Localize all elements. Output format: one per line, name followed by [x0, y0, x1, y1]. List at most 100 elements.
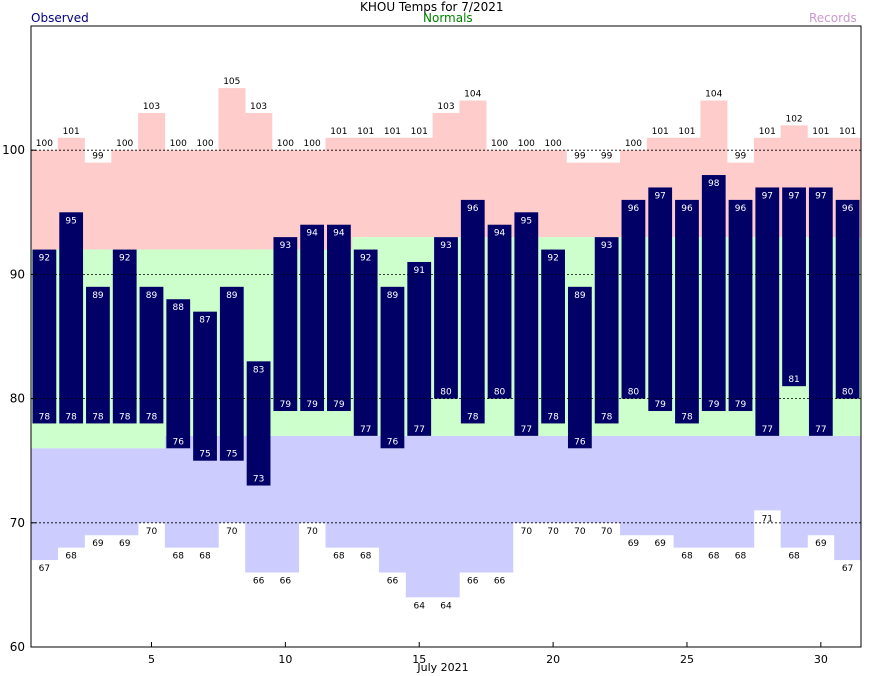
record-low-label: 69	[654, 539, 666, 549]
record-low-band	[379, 435, 407, 573]
observed-bar	[621, 199, 646, 399]
record-low-label: 69	[92, 539, 104, 549]
observed-bar	[246, 361, 271, 486]
observed-high-label: 96	[735, 204, 747, 214]
observed-high-label: 97	[762, 191, 773, 201]
record-high-band	[352, 137, 380, 238]
observed-high-label: 97	[788, 191, 799, 201]
observed-bar	[648, 187, 673, 412]
record-high-label: 100	[196, 139, 213, 149]
observed-low-label: 78	[65, 412, 77, 422]
y-tick-label: 100	[2, 143, 25, 157]
observed-low-label: 77	[413, 425, 424, 435]
observed-bar	[353, 249, 378, 436]
record-low-band	[164, 435, 192, 548]
record-high-label: 99	[601, 152, 613, 162]
observed-bar	[728, 199, 753, 412]
record-high-label: 101	[839, 127, 856, 137]
observed-bar	[755, 187, 780, 436]
record-low-label: 70	[226, 527, 238, 537]
chart-axes	[30, 25, 862, 648]
record-high-band	[539, 150, 567, 238]
record-high-band	[31, 150, 59, 250]
observed-high-label: 93	[280, 241, 291, 251]
record-low-label: 70	[306, 527, 318, 537]
record-high-label: 101	[63, 127, 80, 137]
observed-low-label: 77	[762, 425, 773, 435]
record-low-band	[271, 435, 300, 573]
observed-high-label: 95	[521, 216, 532, 226]
record-low-label: 66	[467, 576, 479, 586]
observed-bar	[273, 237, 298, 412]
x-axis-title: July 2021	[416, 661, 468, 674]
observed-bar	[808, 187, 833, 436]
observed-high-label: 98	[708, 179, 720, 189]
observed-bar	[112, 249, 137, 424]
record-high-label: 100	[545, 139, 562, 149]
record-low-label: 69	[628, 539, 640, 549]
observed-low-label: 80	[842, 388, 854, 398]
record-high-label: 100	[170, 139, 187, 149]
y-tick-label: 90	[10, 267, 25, 281]
observed-low-label: 79	[735, 400, 747, 410]
record-high-label: 100	[518, 139, 535, 149]
record-low-label: 68	[681, 552, 693, 562]
record-high-label: 99	[735, 152, 747, 162]
x-tick-label: 5	[148, 653, 155, 666]
observed-high-label: 94	[333, 229, 345, 239]
observed-bars	[32, 175, 860, 486]
record-low-band	[646, 435, 674, 536]
record-high-label: 101	[384, 127, 401, 137]
observed-low-label: 76	[574, 437, 586, 447]
record-low-band	[57, 448, 85, 548]
record-low-label: 68	[199, 552, 211, 562]
observed-low-label: 77	[815, 425, 826, 435]
observed-high-label: 92	[39, 254, 50, 264]
record-low-band	[325, 435, 353, 548]
record-high-label: 101	[411, 127, 428, 137]
observed-low-label: 73	[253, 475, 264, 485]
record-high-label: 101	[357, 127, 374, 137]
record-high-label: 103	[143, 102, 160, 112]
observed-high-label: 92	[360, 254, 371, 264]
y-tick-label: 70	[10, 516, 25, 530]
observed-low-label: 78	[146, 412, 158, 422]
record-low-label: 71	[762, 514, 773, 524]
observed-high-label: 93	[601, 241, 612, 251]
observed-bar	[219, 286, 244, 461]
record-low-band	[298, 435, 326, 523]
record-low-label: 70	[547, 527, 559, 537]
y-tick-label: 80	[10, 392, 25, 406]
record-high-label: 103	[250, 102, 267, 112]
record-high-label: 105	[223, 77, 240, 87]
observed-low-label: 76	[173, 437, 185, 447]
record-high-label: 100	[304, 139, 321, 149]
observed-low-label: 80	[494, 388, 506, 398]
observed-bar	[594, 237, 619, 424]
record-high-band	[164, 150, 192, 250]
observed-high-label: 89	[574, 291, 586, 301]
observed-low-label: 77	[360, 425, 371, 435]
record-low-band	[459, 435, 487, 573]
record-low-band	[31, 448, 59, 561]
observed-high-label: 91	[413, 266, 424, 276]
record-high-label: 100	[36, 139, 53, 149]
record-low-label: 69	[815, 539, 827, 549]
observed-low-label: 78	[681, 412, 693, 422]
record-high-label: 101	[652, 127, 669, 137]
record-high-label: 104	[464, 90, 481, 100]
record-low-bands	[31, 435, 862, 598]
record-high-label: 104	[705, 90, 722, 100]
observed-high-label: 97	[654, 191, 665, 201]
observed-bar	[193, 311, 217, 461]
y-tick-label: 60	[10, 640, 25, 654]
record-low-band	[512, 435, 541, 523]
observed-high-label: 96	[467, 204, 479, 214]
record-high-band	[138, 112, 166, 250]
record-high-label: 101	[759, 127, 776, 137]
record-high-band	[566, 162, 594, 238]
observed-bar	[59, 212, 84, 424]
record-high-label: 101	[678, 127, 695, 137]
record-low-band	[566, 435, 594, 523]
